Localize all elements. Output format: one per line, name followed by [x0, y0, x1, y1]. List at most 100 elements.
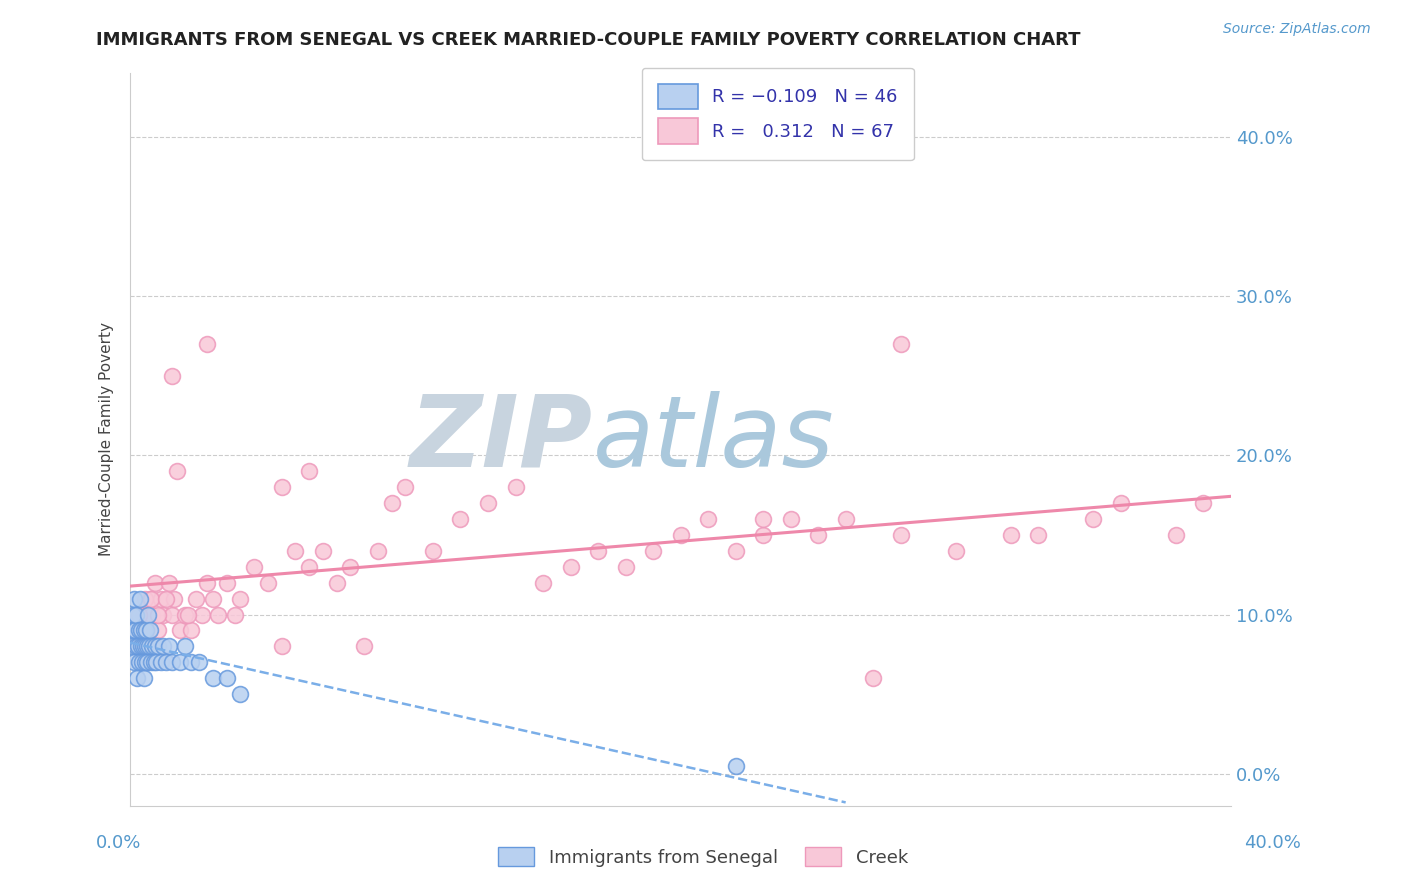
Point: [177, 607, 200, 622]
Point: [138, 624, 160, 638]
Point: [229, 591, 252, 606]
Point: [195, 575, 218, 590]
Text: atlas: atlas: [592, 391, 834, 488]
Point: [146, 607, 169, 622]
Text: 40.0%: 40.0%: [1244, 834, 1301, 852]
Point: [207, 607, 229, 622]
Point: [1192, 496, 1215, 510]
Point: [132, 607, 155, 622]
Point: [180, 656, 202, 670]
Point: [125, 640, 148, 654]
Point: [124, 624, 146, 638]
Point: [1000, 528, 1022, 542]
Point: [136, 656, 159, 670]
Point: [146, 640, 169, 654]
Point: [367, 544, 389, 558]
Point: [697, 512, 720, 526]
Point: [201, 591, 224, 606]
Text: ZIP: ZIP: [409, 391, 592, 488]
Point: [142, 656, 165, 670]
Point: [141, 607, 163, 622]
Point: [257, 575, 280, 590]
Point: [139, 591, 162, 606]
Point: [136, 607, 159, 622]
Point: [125, 640, 148, 654]
Point: [157, 640, 180, 654]
Point: [752, 528, 775, 542]
Point: [127, 640, 149, 654]
Point: [155, 656, 177, 670]
Point: [834, 512, 856, 526]
Point: [224, 607, 246, 622]
Point: [132, 671, 155, 685]
Point: [125, 607, 148, 622]
Point: [381, 496, 404, 510]
Point: [128, 656, 150, 670]
Point: [121, 607, 143, 622]
Point: [752, 512, 775, 526]
Point: [134, 591, 156, 606]
Point: [122, 591, 145, 606]
Point: [1026, 528, 1049, 542]
Point: [139, 656, 162, 670]
Point: [807, 528, 830, 542]
Point: [166, 464, 188, 478]
Point: [160, 656, 183, 670]
Point: [135, 624, 157, 638]
Point: [1083, 512, 1105, 526]
Point: [155, 591, 177, 606]
Point: [779, 512, 801, 526]
Point: [724, 544, 747, 558]
Point: [505, 480, 527, 494]
Point: [298, 464, 321, 478]
Point: [143, 575, 166, 590]
Point: [138, 591, 160, 606]
Point: [669, 528, 692, 542]
Point: [890, 337, 912, 351]
Point: [325, 575, 347, 590]
Point: [586, 544, 609, 558]
Point: [201, 671, 224, 685]
Point: [132, 640, 155, 654]
Point: [129, 640, 152, 654]
Point: [135, 640, 157, 654]
Point: [270, 640, 292, 654]
Text: IMMIGRANTS FROM SENEGAL VS CREEK MARRIED-COUPLE FAMILY POVERTY CORRELATION CHART: IMMIGRANTS FROM SENEGAL VS CREEK MARRIED…: [96, 31, 1080, 49]
Point: [270, 480, 292, 494]
Point: [127, 671, 149, 685]
Point: [1109, 496, 1132, 510]
Point: [145, 656, 167, 670]
Point: [312, 544, 335, 558]
Point: [169, 624, 191, 638]
Point: [146, 624, 169, 638]
Text: Source: ZipAtlas.com: Source: ZipAtlas.com: [1223, 22, 1371, 37]
Legend: Immigrants from Senegal, Creek: Immigrants from Senegal, Creek: [491, 840, 915, 874]
Point: [191, 607, 214, 622]
Point: [149, 591, 172, 606]
Point: [862, 671, 884, 685]
Point: [394, 480, 416, 494]
Point: [131, 656, 153, 670]
Point: [298, 559, 321, 574]
Point: [339, 559, 361, 574]
Point: [143, 640, 166, 654]
Point: [450, 512, 472, 526]
Point: [215, 575, 238, 590]
Point: [121, 640, 143, 654]
Legend: R = −0.109   N = 46, R =   0.312   N = 67: R = −0.109 N = 46, R = 0.312 N = 67: [641, 68, 914, 161]
Point: [135, 624, 157, 638]
Point: [131, 624, 153, 638]
Point: [422, 544, 444, 558]
Point: [131, 624, 153, 638]
Point: [641, 544, 664, 558]
Point: [195, 337, 218, 351]
Point: [157, 575, 180, 590]
Point: [152, 607, 174, 622]
Point: [128, 624, 150, 638]
Point: [614, 559, 637, 574]
Point: [160, 368, 183, 383]
Point: [163, 591, 186, 606]
Y-axis label: Married-Couple Family Poverty: Married-Couple Family Poverty: [100, 322, 114, 557]
Point: [134, 640, 156, 654]
Point: [174, 640, 197, 654]
